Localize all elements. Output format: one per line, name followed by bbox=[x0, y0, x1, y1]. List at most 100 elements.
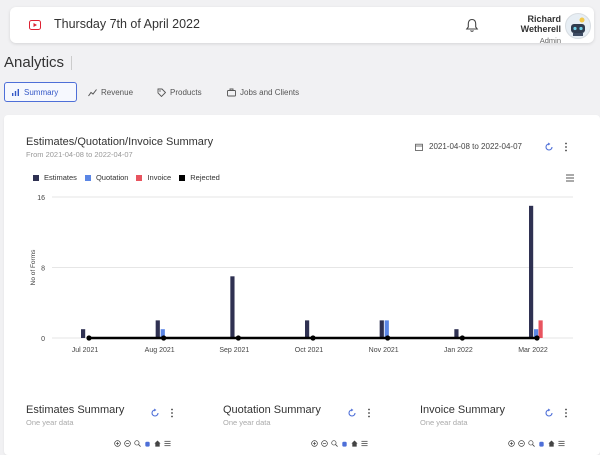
legend-item-estimates[interactable]: Estimates bbox=[33, 173, 77, 182]
zoom-out-icon[interactable] bbox=[124, 440, 131, 447]
x-tick-label: Mar 2022 bbox=[518, 347, 548, 354]
x-tick-label: Jul 2021 bbox=[72, 347, 99, 354]
chart-legend: Estimates Quotation Invoice Rejected bbox=[33, 173, 220, 182]
menu-icon[interactable] bbox=[558, 440, 565, 447]
tag-icon bbox=[157, 88, 166, 97]
more-options-icon[interactable] bbox=[167, 408, 177, 418]
refresh-icon[interactable] bbox=[544, 408, 554, 418]
bar-estimates bbox=[81, 329, 86, 338]
legend-item-quotation[interactable]: Quotation bbox=[84, 173, 129, 182]
bell-icon[interactable] bbox=[465, 18, 479, 33]
home-icon[interactable] bbox=[154, 440, 161, 447]
estimates-summary-title: Estimates Summary bbox=[26, 404, 125, 416]
invoice-summary-title: Invoice Summary bbox=[420, 404, 505, 416]
chart-menu-icon[interactable] bbox=[565, 173, 575, 183]
pan-hand-icon[interactable] bbox=[341, 440, 348, 447]
quotation-chart-toolbar bbox=[311, 440, 368, 447]
legend-swatch bbox=[33, 174, 39, 181]
rejected-point bbox=[86, 335, 92, 341]
search-zoom-icon[interactable] bbox=[331, 440, 338, 447]
home-icon[interactable] bbox=[548, 440, 555, 447]
quotation-summary-subtitle: One year data bbox=[223, 418, 271, 427]
x-tick-label: Jan 2022 bbox=[444, 347, 473, 354]
home-icon[interactable] bbox=[351, 440, 358, 447]
summary-card bbox=[4, 115, 600, 455]
legend-label: Rejected bbox=[190, 173, 220, 182]
legend-label: Invoice bbox=[147, 173, 172, 182]
rejected-point bbox=[534, 335, 540, 341]
refresh-icon[interactable] bbox=[347, 408, 357, 418]
search-zoom-icon[interactable] bbox=[134, 440, 141, 447]
zoom-in-icon[interactable] bbox=[311, 440, 318, 447]
y-tick-label: 0 bbox=[41, 336, 45, 343]
x-tick-label: Aug 2021 bbox=[145, 347, 175, 354]
bar-estimates bbox=[230, 276, 235, 338]
bar-quotation bbox=[384, 320, 389, 338]
zoom-out-icon[interactable] bbox=[518, 440, 525, 447]
robot-avatar-icon bbox=[571, 17, 585, 36]
legend-item-rejected[interactable]: Rejected bbox=[179, 173, 220, 182]
tab-label: Revenue bbox=[101, 87, 134, 97]
chart-subtitle: From 2021-04-08 to 2022-04-07 bbox=[26, 150, 133, 159]
bar-chart-icon bbox=[12, 88, 19, 96]
search-zoom-icon[interactable] bbox=[528, 440, 535, 447]
top-bar: Thursday 7th of April 2022 Richard Wethe… bbox=[10, 7, 594, 45]
x-tick-label: Oct 2021 bbox=[295, 347, 324, 354]
menu-icon[interactable] bbox=[164, 440, 171, 447]
x-tick-label: Nov 2021 bbox=[369, 347, 399, 354]
briefcase-icon bbox=[227, 88, 236, 96]
tab-products[interactable]: Products bbox=[151, 82, 208, 102]
rejected-point bbox=[161, 335, 167, 341]
user-name: Richard Wetherell bbox=[520, 14, 561, 34]
chart-title: Estimates/Quotation/Invoice Summary bbox=[26, 136, 214, 148]
more-options-icon[interactable] bbox=[561, 408, 571, 418]
tab-label: Summary bbox=[24, 87, 59, 97]
rejected-point bbox=[310, 335, 316, 341]
estimates-chart-toolbar bbox=[114, 440, 171, 447]
y-tick-label: 16 bbox=[37, 195, 45, 202]
zoom-in-icon[interactable] bbox=[114, 440, 121, 447]
bar-estimates bbox=[155, 320, 160, 338]
legend-label: Quotation bbox=[95, 173, 129, 182]
y-axis-label: No of Forms bbox=[30, 249, 37, 286]
date-range-picker[interactable]: 2021-04-08 to 2022-04-07 bbox=[415, 142, 522, 151]
tab-jobs-and-clients[interactable]: Jobs and Clients bbox=[221, 82, 305, 102]
bar-quotation bbox=[534, 329, 539, 338]
pan-hand-icon[interactable] bbox=[538, 440, 545, 447]
calendar-icon bbox=[415, 143, 423, 151]
legend-label: Estimates bbox=[44, 173, 77, 182]
y-tick-label: 8 bbox=[41, 266, 45, 273]
more-options-icon[interactable] bbox=[561, 142, 571, 152]
estimates-summary-subtitle: One year data bbox=[26, 418, 74, 427]
refresh-icon[interactable] bbox=[544, 142, 554, 152]
tab-label: Jobs and Clients bbox=[240, 87, 300, 97]
page-title: Analytics bbox=[4, 54, 65, 71]
date-range-text: 2021-04-08 to 2022-04-07 bbox=[429, 142, 522, 151]
invoice-chart-toolbar bbox=[508, 440, 565, 447]
zoom-out-icon[interactable] bbox=[321, 440, 328, 447]
invoice-summary-subtitle: One year data bbox=[420, 418, 468, 427]
pan-hand-icon[interactable] bbox=[144, 440, 151, 447]
menu-icon[interactable] bbox=[361, 440, 368, 447]
refresh-icon[interactable] bbox=[150, 408, 160, 418]
more-options-icon[interactable] bbox=[364, 408, 374, 418]
user-info[interactable]: Richard Wetherell Admin bbox=[487, 14, 561, 45]
tab-summary[interactable]: Summary bbox=[4, 82, 77, 102]
current-date: Thursday 7th of April 2022 bbox=[54, 17, 200, 31]
bar-estimates bbox=[305, 320, 310, 338]
rejected-point bbox=[235, 335, 241, 341]
x-tick-label: Sep 2021 bbox=[219, 347, 249, 354]
quotation-summary-title: Quotation Summary bbox=[223, 404, 321, 416]
line-chart-icon bbox=[88, 88, 97, 96]
bar-estimates bbox=[454, 329, 459, 338]
bar-invoice bbox=[538, 320, 543, 338]
bar-quotation bbox=[160, 329, 165, 338]
avatar[interactable] bbox=[565, 13, 591, 39]
zoom-in-icon[interactable] bbox=[508, 440, 515, 447]
legend-item-invoice[interactable]: Invoice bbox=[136, 173, 171, 182]
youtube-icon[interactable] bbox=[29, 20, 41, 30]
tab-revenue[interactable]: Revenue bbox=[82, 82, 139, 102]
title-divider bbox=[71, 56, 72, 70]
rejected-point bbox=[459, 335, 465, 341]
